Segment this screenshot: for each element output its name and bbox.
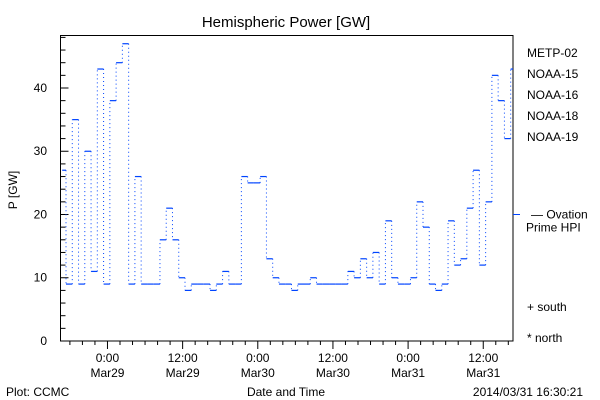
x-tick-label-date: Mar29 — [166, 366, 200, 380]
y-tick-label: 20 — [34, 207, 48, 221]
legend-noaa-16: NOAA-16 — [527, 88, 579, 102]
y-tick-label: 0 — [40, 334, 47, 348]
x-tick-label-time: 0:00 — [246, 351, 270, 365]
x-axis: 0:00Mar2912:00Mar290:00Mar3012:00Mar300:… — [69, 341, 509, 380]
legend-south: + south — [527, 300, 567, 314]
x-tick-label-time: 12:00 — [318, 351, 348, 365]
footer-plot-credit: Plot: CCMC — [6, 385, 70, 399]
x-tick-label-date: Mar31 — [466, 366, 500, 380]
x-tick-label-date: Mar31 — [391, 366, 425, 380]
legend-noaa-19: NOAA-19 — [527, 130, 579, 144]
plot-frame — [60, 35, 514, 342]
y-tick-label: 10 — [34, 271, 48, 285]
legend-prime-hpi-label: Prime HPI — [526, 220, 581, 234]
x-axis-label: Date and Time — [247, 385, 325, 399]
legend: METP-02 NOAA-15 NOAA-16 NOAA-18 NOAA-19 … — [513, 46, 588, 345]
x-tick-label-time: 12:00 — [168, 351, 198, 365]
chart-title: Hemispheric Power [GW] — [202, 14, 370, 31]
footer-timestamp: 2014/03/31 16:30:21 — [473, 385, 583, 399]
legend-ovation-label: — Ovation — [531, 207, 588, 221]
y-tick-label: 40 — [34, 81, 48, 95]
legend-noaa-18: NOAA-18 — [527, 109, 579, 123]
y-tick-label: 30 — [34, 144, 48, 158]
x-tick-label-time: 12:00 — [468, 351, 498, 365]
series-noaa-15 — [62, 43, 513, 291]
legend-noaa-15: NOAA-15 — [527, 67, 579, 81]
x-tick-label-time: 0:00 — [96, 351, 120, 365]
x-tick-label-date: Mar30 — [316, 366, 350, 380]
y-axis-label: P [GW] — [6, 171, 20, 209]
legend-north: * north — [527, 331, 562, 345]
x-tick-label-date: Mar30 — [241, 366, 275, 380]
x-tick-label-time: 0:00 — [396, 351, 420, 365]
legend-metp-02: METP-02 — [527, 46, 578, 60]
x-tick-label-date: Mar29 — [90, 366, 124, 380]
y-axis: 0 10 20 30 40 — [34, 36, 69, 348]
